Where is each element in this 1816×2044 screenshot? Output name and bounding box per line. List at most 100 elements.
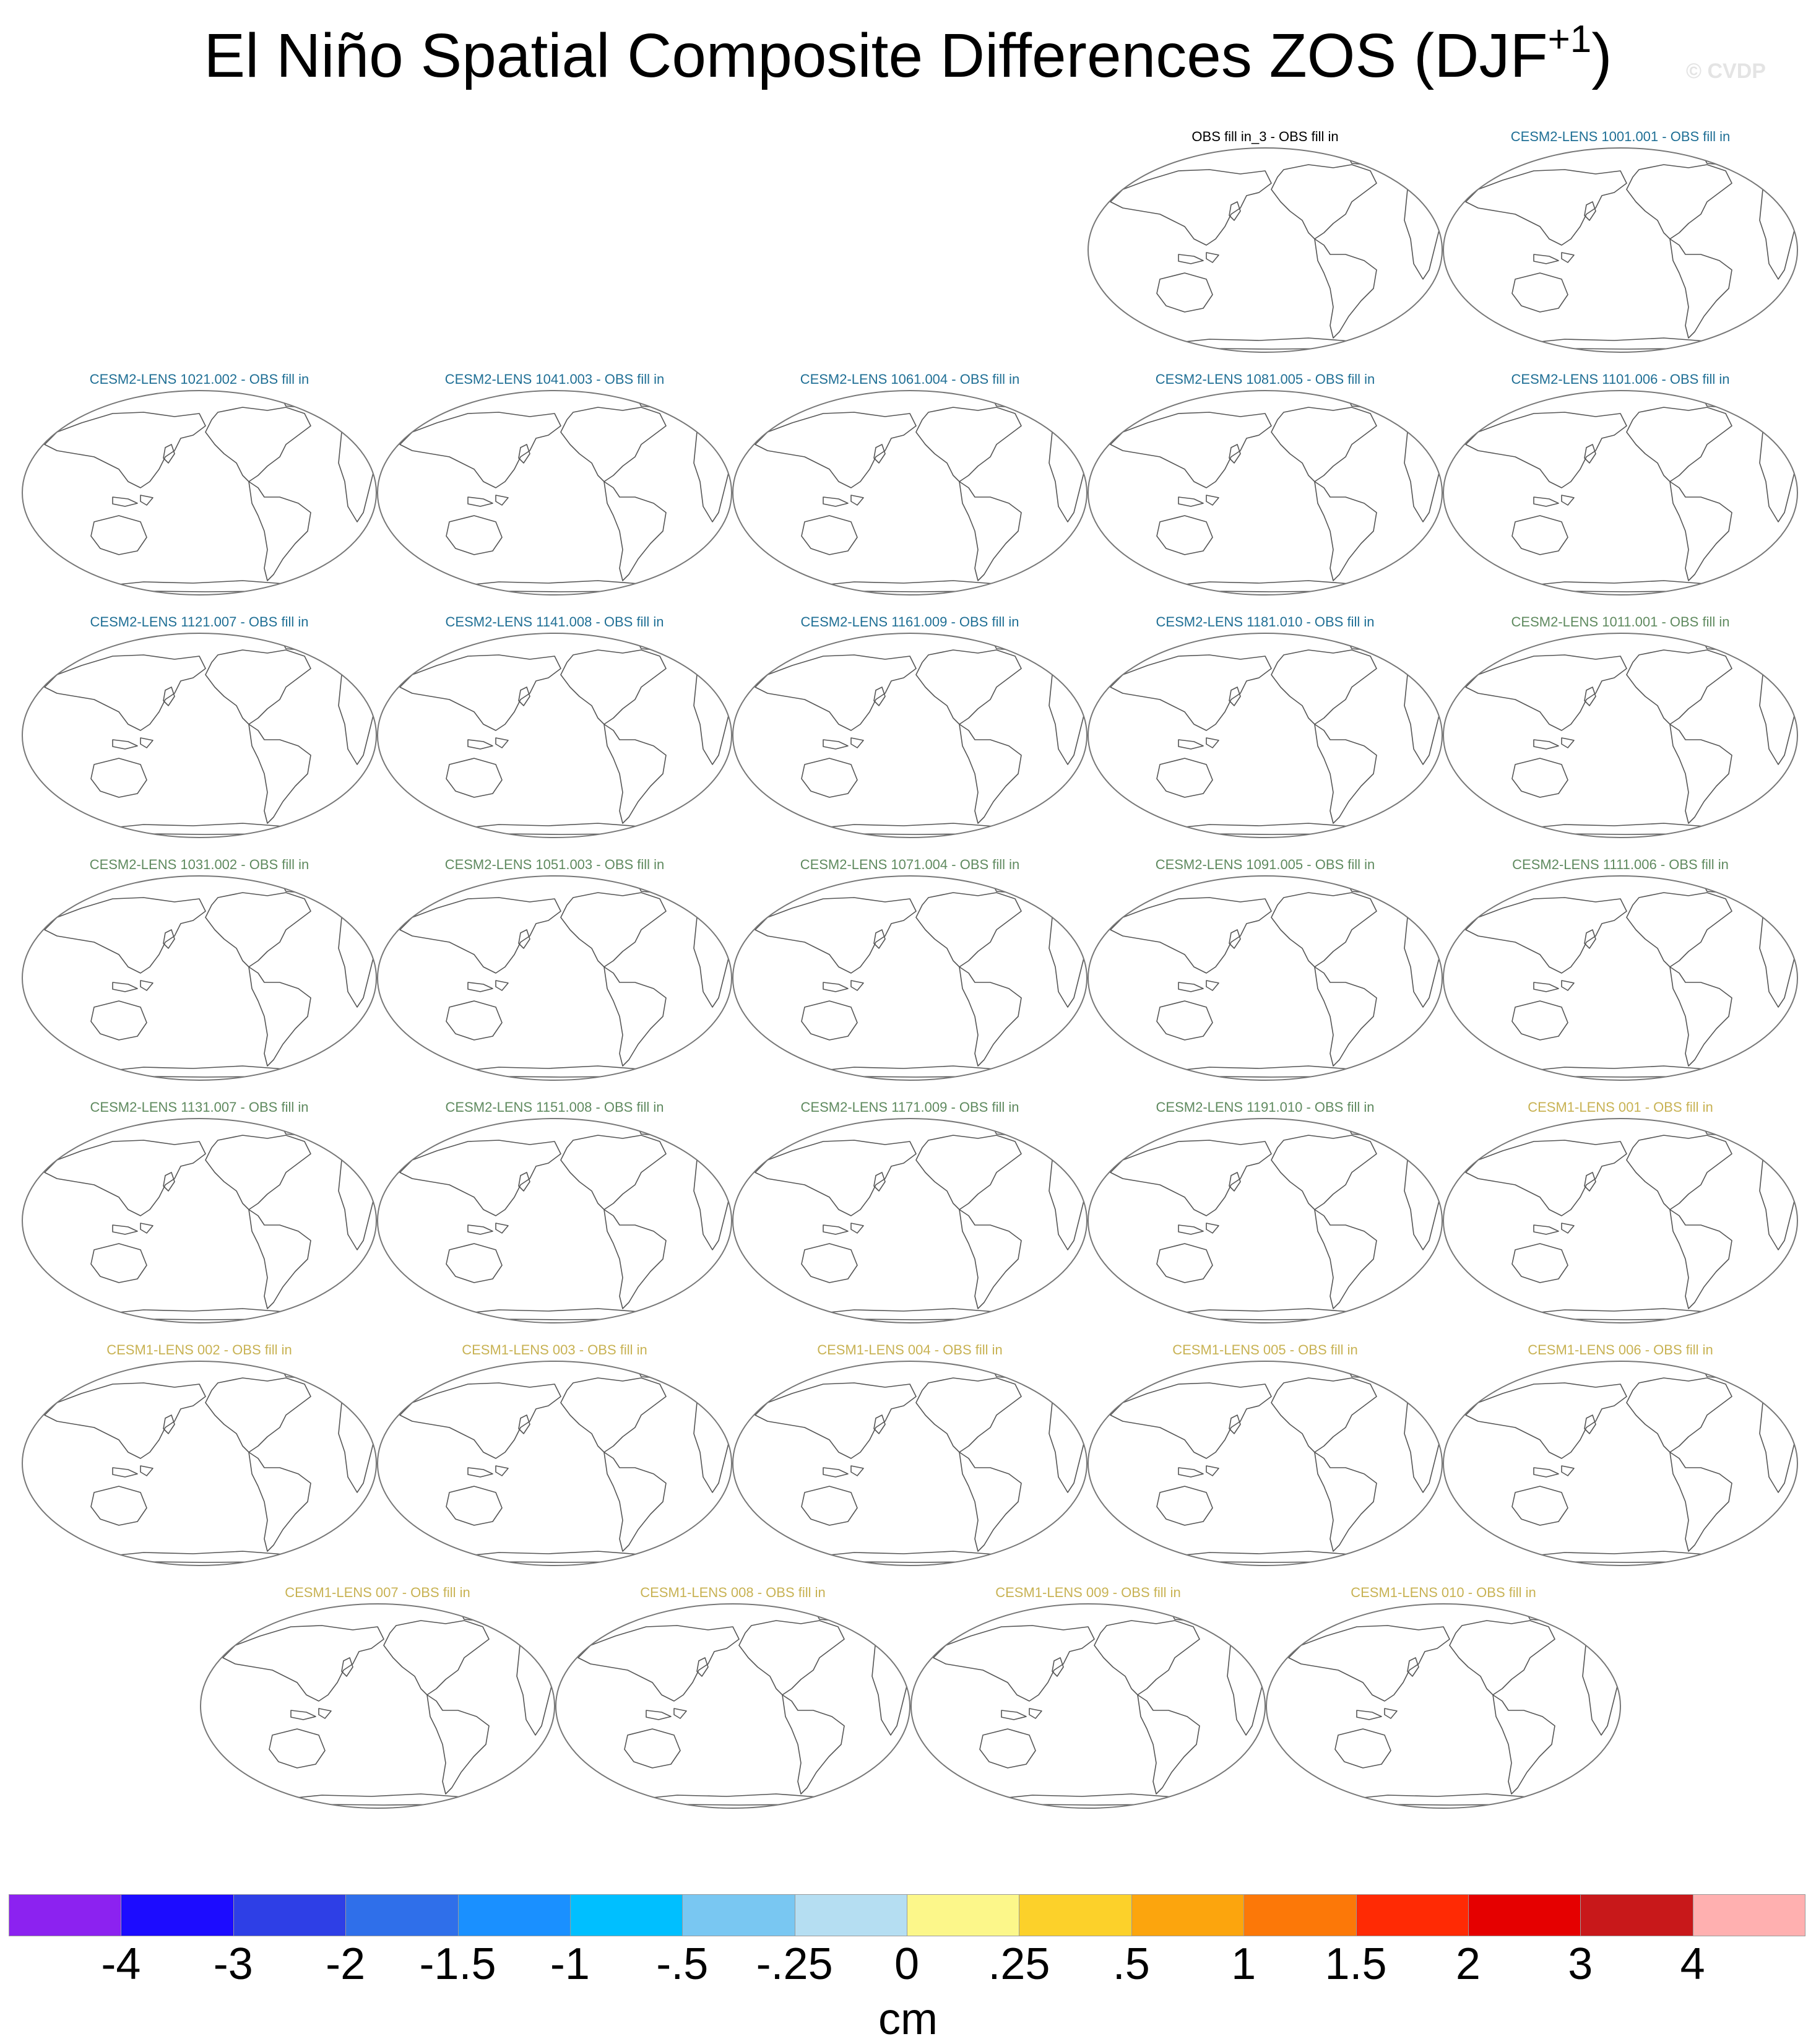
map-panel: CESM2-LENS 1081.005 - OBS fill in — [1086, 370, 1445, 612]
coastline — [634, 877, 667, 893]
panel-title: CESM2-LENS 1141.008 - OBS fill in — [445, 614, 664, 630]
coastline — [1700, 1362, 1732, 1379]
coastline — [1584, 1414, 1596, 1434]
coastline — [279, 634, 311, 651]
colorbar-box — [1580, 1894, 1693, 1936]
coastline — [1345, 634, 1377, 651]
coastline — [693, 911, 732, 1008]
coastline — [1527, 1551, 1751, 1563]
colorbar-box — [1692, 1894, 1805, 1936]
map-outline — [1087, 633, 1443, 838]
map-outline — [732, 1118, 1087, 1323]
coastline — [1137, 1694, 1200, 1795]
colorbar-box — [1019, 1894, 1132, 1936]
coastline — [959, 724, 1022, 824]
coastline — [1465, 1382, 1627, 1459]
coastline — [560, 892, 667, 968]
map-panel: CESM1-LENS 002 - OBS fill in — [20, 1341, 379, 1582]
coastline — [990, 1120, 1022, 1136]
panel-title: CESM1-LENS 003 - OBS fill in — [462, 1342, 647, 1358]
coastline — [1049, 425, 1087, 522]
map-outline — [1266, 1603, 1621, 1809]
coastline — [873, 686, 886, 706]
world-map-icon — [732, 390, 1087, 595]
coastline — [801, 1243, 858, 1283]
coastline — [1533, 1224, 1559, 1235]
coastline — [399, 654, 561, 731]
panel-title: CESM2-LENS 1071.004 - OBS fill in — [800, 857, 1020, 872]
coastline — [1156, 758, 1213, 798]
coastline — [1404, 668, 1442, 765]
panel-title: CESM1-LENS 009 - OBS fill in — [995, 1585, 1181, 1600]
coastline — [1523, 1605, 1555, 1621]
coastline — [446, 1486, 503, 1526]
coastline — [205, 1377, 311, 1453]
coastline — [1001, 1710, 1027, 1720]
map-outline — [22, 875, 377, 1081]
panel-title: CESM2-LENS 1101.006 - OBS fill in — [1511, 371, 1730, 387]
coastline — [1759, 425, 1797, 522]
map-panel: CESM2-LENS 1111.006 - OBS fill in — [1441, 855, 1800, 1097]
coastline — [1229, 1414, 1241, 1434]
colorbar-tick-label: -.5 — [656, 1939, 709, 1989]
coastline — [1511, 758, 1568, 798]
coastline — [1271, 164, 1377, 240]
coastline — [1178, 1467, 1204, 1478]
coastline — [646, 1710, 672, 1720]
map-panel: CESM1-LENS 010 - OBS fill in — [1264, 1583, 1623, 1825]
coastline — [1533, 1467, 1559, 1478]
coastline — [1206, 980, 1219, 991]
map-outline — [377, 633, 732, 838]
coastline — [738, 1620, 845, 1695]
coastline — [1229, 1172, 1241, 1192]
coastline — [106, 823, 330, 835]
coastline — [1511, 515, 1568, 555]
panel-title: CESM2-LENS 1081.005 - OBS fill in — [1155, 371, 1375, 387]
map-panel: CESM2-LENS 1061.004 - OBS fill in — [730, 370, 1089, 612]
coastline — [639, 1793, 863, 1806]
colorbar-box — [457, 1894, 571, 1936]
map-panel: CESM2-LENS 1151.008 - OBS fill in — [375, 1098, 734, 1340]
coastline — [467, 739, 493, 750]
panel-title: OBS fill in_3 - OBS fill in — [1191, 129, 1339, 144]
world-map-icon — [1087, 1118, 1443, 1323]
cvdp-credit: © CVDP — [1686, 59, 1766, 83]
coastline — [1029, 1708, 1042, 1719]
coastline — [1110, 897, 1272, 974]
coastline — [1288, 1625, 1450, 1702]
coastline — [1206, 737, 1219, 748]
coastline — [495, 980, 509, 991]
coastline — [518, 686, 530, 706]
coastline — [1626, 649, 1732, 725]
coastline — [1465, 897, 1627, 974]
coastline — [1584, 686, 1596, 706]
colorbar-tick-label: -.25 — [756, 1939, 833, 1989]
coastline — [1626, 1135, 1732, 1210]
map-outline — [1087, 147, 1443, 353]
coastline — [1314, 1452, 1377, 1552]
panel-title: CESM2-LENS 1061.004 - OBS fill in — [800, 371, 1020, 387]
colorbar-box — [1356, 1894, 1469, 1936]
colorbar-tick-label: 4 — [1680, 1939, 1705, 1989]
coastline — [461, 1065, 685, 1078]
coastline — [693, 1153, 732, 1250]
coastline — [816, 580, 1040, 592]
coastline — [1700, 149, 1732, 165]
coastline — [1527, 1065, 1751, 1078]
coastline — [163, 444, 175, 464]
coastline — [823, 1467, 849, 1478]
coastline — [634, 1120, 667, 1136]
coastline — [495, 495, 509, 506]
coastline — [801, 515, 858, 555]
panel-title: CESM2-LENS 1131.007 - OBS fill in — [90, 1099, 309, 1115]
map-panel: CESM2-LENS 1041.003 - OBS fill in — [375, 370, 734, 612]
coastline — [634, 392, 667, 408]
coastline — [823, 739, 849, 750]
coastline — [1110, 412, 1272, 488]
coastline — [1356, 1710, 1382, 1720]
coastline — [1345, 1362, 1377, 1379]
colorbar-box — [1243, 1894, 1357, 1936]
map-outline — [732, 390, 1087, 595]
coastline — [112, 1467, 138, 1478]
panel-title: CESM2-LENS 1161.009 - OBS fill in — [800, 614, 1019, 630]
